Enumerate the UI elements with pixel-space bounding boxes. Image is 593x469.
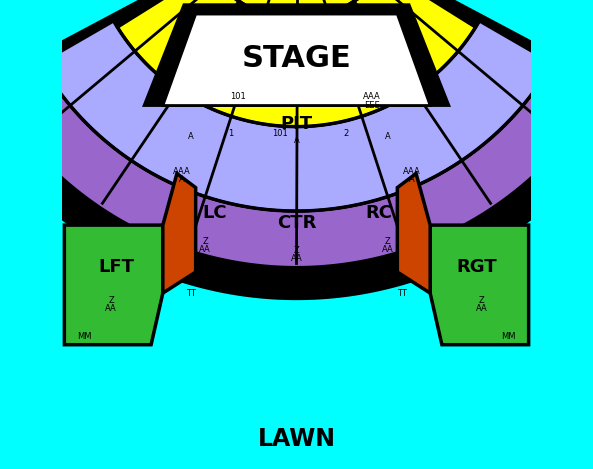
Text: A: A xyxy=(294,136,299,145)
Text: A: A xyxy=(385,131,391,141)
Text: Z: Z xyxy=(385,237,391,246)
Polygon shape xyxy=(40,21,553,211)
Polygon shape xyxy=(0,0,593,300)
Text: EEE: EEE xyxy=(364,101,380,110)
Text: AAA: AAA xyxy=(173,166,190,176)
Text: STAGE: STAGE xyxy=(241,44,352,73)
Text: AA: AA xyxy=(382,245,394,254)
Text: RGT: RGT xyxy=(457,258,498,276)
Text: LC: LC xyxy=(202,204,227,222)
Text: SS: SS xyxy=(291,293,302,303)
Text: AAA: AAA xyxy=(403,166,420,176)
Polygon shape xyxy=(212,0,381,19)
Text: 101: 101 xyxy=(272,129,288,138)
Polygon shape xyxy=(117,0,476,127)
Polygon shape xyxy=(65,225,163,345)
Text: LFT: LFT xyxy=(98,258,134,276)
Polygon shape xyxy=(144,5,449,106)
Polygon shape xyxy=(163,174,196,293)
Polygon shape xyxy=(0,63,593,267)
Text: TT: TT xyxy=(186,288,196,298)
Text: LAWN: LAWN xyxy=(257,426,336,451)
Text: Z: Z xyxy=(479,295,484,305)
Text: 101: 101 xyxy=(230,91,246,101)
Text: AA: AA xyxy=(476,303,487,313)
Polygon shape xyxy=(397,174,430,293)
Text: PIT: PIT xyxy=(280,115,313,133)
Text: MM: MM xyxy=(77,332,92,341)
Text: Z: Z xyxy=(294,246,299,256)
Text: TT: TT xyxy=(397,288,407,298)
Polygon shape xyxy=(163,14,430,106)
Text: MM: MM xyxy=(501,332,516,341)
Text: Z: Z xyxy=(202,237,208,246)
Text: CTR: CTR xyxy=(277,214,316,232)
Text: AA: AA xyxy=(291,254,302,264)
Text: RC: RC xyxy=(365,204,392,222)
Text: A: A xyxy=(188,131,194,141)
Text: 1: 1 xyxy=(228,129,234,138)
Text: AA: AA xyxy=(106,303,117,313)
Text: A: A xyxy=(178,174,184,184)
Text: Z: Z xyxy=(109,295,114,305)
Text: 2: 2 xyxy=(343,129,348,138)
Polygon shape xyxy=(430,225,528,345)
Text: A: A xyxy=(409,174,415,184)
Text: AA: AA xyxy=(199,245,211,254)
Text: AAA: AAA xyxy=(363,91,381,101)
